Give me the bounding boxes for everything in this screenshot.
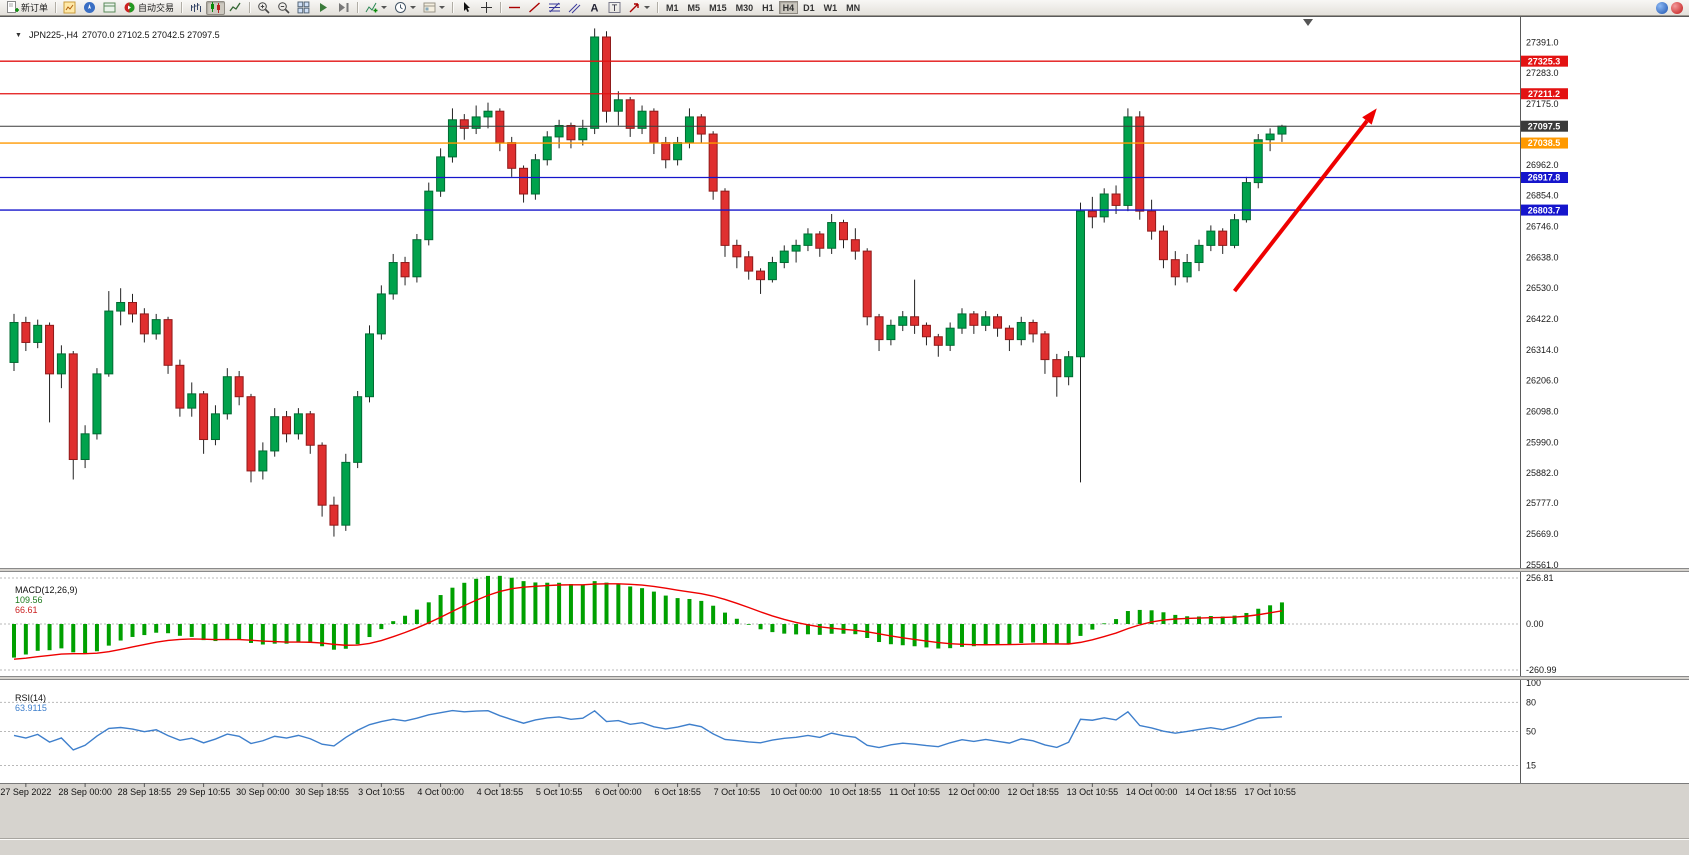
- news-alert-icon[interactable]: [1671, 1, 1683, 14]
- timeframe-h4-button[interactable]: H4: [778, 1, 799, 14]
- crosshair-icon: [481, 2, 493, 13]
- time-axis: [0, 783, 1689, 801]
- line-chart-icon: [229, 2, 241, 12]
- macd-name: MACD(12,26,9): [15, 585, 78, 595]
- rsi-pane: [0, 680, 1689, 783]
- timeframe-m30-button[interactable]: M30: [735, 2, 754, 13]
- crosshair-button[interactable]: [477, 1, 496, 15]
- chevron-down-icon: [410, 6, 417, 9]
- market-watch-icon: [63, 1, 76, 14]
- timeframe-w1-button[interactable]: W1: [823, 2, 838, 13]
- timeframe-mn-button[interactable]: MN: [846, 2, 861, 13]
- channel-tool-button[interactable]: [565, 1, 584, 15]
- svg-text:A: A: [591, 3, 599, 15]
- fibonacci-tool-button[interactable]: [545, 1, 564, 15]
- rsi-name: RSI(14): [15, 693, 47, 703]
- timeframe-m5-button[interactable]: M5: [687, 2, 701, 13]
- horizontal-line-icon: [509, 6, 521, 9]
- autotrading-icon: [124, 2, 135, 13]
- bar-chart-button[interactable]: [186, 1, 205, 15]
- toolbar-separator: [500, 2, 502, 13]
- arrows-tool-button[interactable]: [625, 1, 653, 15]
- macd-signal-value: 66.61: [15, 605, 38, 615]
- chevron-down-icon: [439, 6, 446, 9]
- timeframe-m1-button[interactable]: M1: [666, 2, 679, 13]
- clock-icon: [395, 2, 407, 13]
- chart-shift-icon: [339, 3, 349, 12]
- chevron-down-icon: [381, 6, 388, 9]
- pane-divider[interactable]: [0, 568, 1689, 572]
- toolbar-separator: [181, 2, 183, 13]
- chart-shift-button[interactable]: [334, 1, 353, 15]
- status-bar-divider: [0, 838, 1689, 840]
- price-pane: [0, 16, 1689, 568]
- macd-main-value: 109.56: [15, 595, 43, 605]
- symbol-timeframe-label: JPN225-,H4: [28, 30, 78, 40]
- bar-chart-icon: [191, 3, 202, 12]
- textbox-icon: T: [608, 2, 621, 13]
- navigator-button[interactable]: [80, 1, 99, 15]
- trendline-icon: [529, 2, 540, 13]
- new-order-icon: [7, 1, 19, 13]
- text-tool-button[interactable]: A: [585, 1, 604, 15]
- rsi-value: 63.9115: [15, 703, 47, 713]
- autoscroll-button[interactable]: [314, 1, 333, 15]
- zoom-out-icon: [278, 2, 290, 14]
- svg-text:T: T: [612, 3, 618, 13]
- new-order-button[interactable]: 新订单: [3, 1, 51, 15]
- toolbar-separator: [249, 2, 251, 13]
- autotrading-button[interactable]: 自动交易: [120, 1, 177, 15]
- periods-button[interactable]: [391, 1, 419, 15]
- chart-title: ▼ JPN225-,H4 27070.0 27102.5 27042.5 27097…: [5, 20, 220, 50]
- bottom-area: [0, 801, 1689, 855]
- chevron-down-icon: [644, 6, 651, 9]
- channel-icon: [568, 3, 581, 14]
- horizontal-line-tool-button[interactable]: [505, 1, 524, 15]
- timeframe-h1-button[interactable]: H1: [762, 2, 774, 13]
- terminal-icon: [103, 2, 116, 13]
- tile-windows-icon: [297, 1, 310, 14]
- toolbar: 新订单 自动交易: [0, 0, 1689, 16]
- text-label-icon: A: [591, 3, 599, 15]
- toolbar-separator: [357, 2, 359, 13]
- chart-dropdown-icon[interactable]: ▼: [15, 32, 22, 39]
- toolbar-separator: [657, 2, 659, 13]
- cursor-icon: [464, 2, 471, 12]
- fibonacci-icon: [549, 2, 561, 13]
- navigator-icon: [84, 2, 96, 13]
- indicators-button[interactable]: [362, 1, 390, 15]
- zoom-out-button[interactable]: [274, 1, 293, 15]
- cursor-button[interactable]: [457, 1, 476, 15]
- textbox-tool-button[interactable]: T: [605, 1, 624, 15]
- zoom-in-button[interactable]: [254, 1, 273, 15]
- timeframe-d1-button[interactable]: D1: [803, 2, 815, 13]
- terminal-button[interactable]: [100, 1, 119, 15]
- ohlc-values: 27070.0 27102.5 27042.5 27097.5: [81, 30, 220, 40]
- autoscroll-icon: [320, 3, 328, 12]
- trendline-tool-button[interactable]: [525, 1, 544, 15]
- autotrading-label: 自动交易: [138, 3, 175, 13]
- templates-button[interactable]: [420, 1, 448, 15]
- toolbar-separator: [55, 2, 57, 13]
- candlestick-chart-button[interactable]: [206, 0, 226, 15]
- community-icon[interactable]: [1656, 1, 1668, 14]
- toolbar-right-icons: [1656, 1, 1686, 14]
- arrow-tool-icon: [629, 3, 639, 13]
- line-chart-button[interactable]: [226, 1, 245, 15]
- macd-pane: [0, 572, 1689, 676]
- indicators-icon: [365, 2, 378, 13]
- new-order-label: 新订单: [21, 3, 49, 13]
- candlestick-icon: [211, 2, 221, 13]
- timeframe-m15-button[interactable]: M15: [709, 2, 727, 13]
- zoom-in-icon: [258, 2, 270, 14]
- templates-icon: [423, 2, 436, 13]
- pane-divider[interactable]: [0, 676, 1689, 680]
- tile-windows-button[interactable]: [294, 1, 313, 15]
- market-watch-button[interactable]: [60, 1, 79, 15]
- macd-indicator-label: MACD(12,26,9) 109.56 66.61: [5, 575, 78, 625]
- rsi-indicator-label: RSI(14) 63.9115: [5, 683, 47, 723]
- toolbar-separator: [452, 2, 454, 13]
